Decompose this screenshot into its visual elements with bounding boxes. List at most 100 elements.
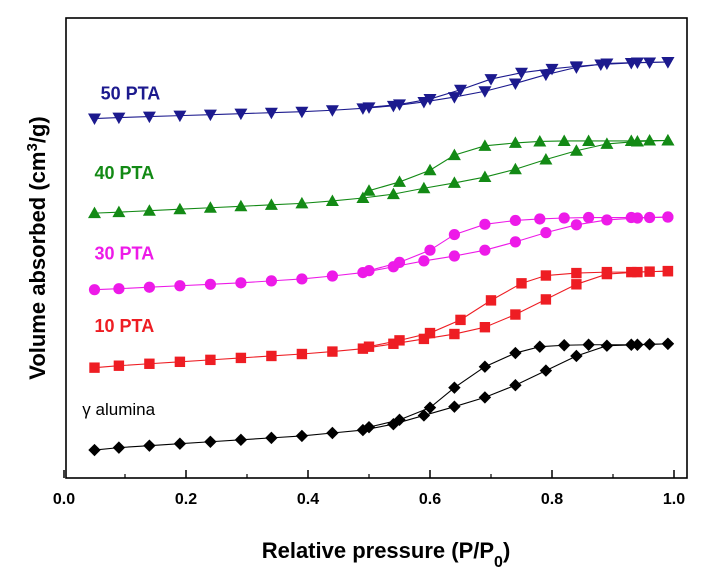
series-0-ads-point-4 — [204, 435, 217, 448]
series-2-ads-point-3 — [174, 280, 186, 292]
series-1-ads-point-18 — [632, 266, 643, 278]
series-2-des-point-11 — [363, 265, 375, 277]
series-2-ads-point-11 — [418, 255, 430, 267]
series-1-des-point-7 — [485, 295, 497, 306]
series-4-des-point-1 — [643, 57, 657, 69]
series-2-adsorption-line — [94, 216, 668, 291]
series-3-ads-point-8 — [325, 194, 339, 206]
series-4-ads-point-8 — [325, 105, 339, 117]
series-1-ads-point-7 — [296, 348, 308, 360]
series-3-ads-point-11 — [417, 181, 431, 194]
series-4-ads-point-12 — [447, 92, 461, 104]
series-1-des-point-2 — [626, 266, 637, 278]
series-0-ads-point-2 — [143, 439, 156, 452]
series-3-des-point-3 — [582, 134, 596, 146]
series-4-ads-point-1 — [112, 112, 126, 125]
series-2-des-point-8 — [448, 228, 460, 241]
series-1-ads-point-1 — [113, 360, 125, 371]
series-1-ads-point-2 — [144, 358, 155, 369]
series-1-ads-point-14 — [510, 309, 521, 320]
series-2-ads-point-7 — [296, 273, 308, 285]
series-1-des-point-11 — [363, 341, 375, 352]
series-0 — [88, 337, 675, 457]
series-4-ads-point-6 — [264, 107, 278, 120]
series-labels: γ alumina 10 PTA 30 PTA 40 PTA 50 PTA — [82, 84, 160, 419]
x-axis-title: Relative pressure (P/P0) — [262, 538, 511, 571]
series-0-des-point-3 — [582, 338, 595, 351]
series-0-ads-point-8 — [326, 426, 339, 440]
series-0-des-point-8 — [448, 381, 461, 394]
series-0-ads-point-15 — [539, 364, 553, 377]
series-3-des-point-1 — [643, 133, 657, 146]
series-4-ads-point-4 — [203, 109, 217, 122]
series-3-ads-point-5 — [234, 199, 248, 212]
series-1-ads-point-9 — [357, 343, 369, 354]
series-layer — [88, 57, 675, 457]
series-0-des-point-7 — [478, 360, 492, 373]
series-3-ads-point-3 — [173, 202, 187, 215]
series-4-des-point-2 — [624, 57, 638, 70]
series-3-des-point-10 — [393, 175, 406, 187]
series-4-des-point-5 — [545, 63, 559, 76]
series-3-desorption-line — [368, 139, 668, 192]
series-1-des-point-10 — [394, 335, 405, 346]
series-3-ads-point-12 — [447, 176, 461, 188]
series-2-ads-point-17 — [601, 214, 613, 226]
series-3-des-point-7 — [478, 139, 492, 151]
series-2-ads-point-16 — [570, 219, 583, 231]
series-1-ads-point-16 — [571, 279, 582, 290]
x-axis-ticks — [63, 470, 675, 478]
series-0-ads-point-3 — [173, 437, 187, 450]
series-1-ads-point-6 — [266, 350, 277, 362]
x-tick-label-4: 0.8 — [541, 491, 563, 508]
y-axis-title: Volume absorbed (cm3/g) — [24, 116, 51, 379]
series-4-des-point-4 — [569, 61, 583, 73]
series-0-ads-point-6 — [265, 431, 278, 445]
series-1 — [89, 265, 674, 373]
series-3-des-point-11 — [362, 184, 376, 196]
series-4-des-point-7 — [484, 74, 498, 86]
series-0-des-point-11 — [362, 420, 376, 434]
series-1-des-point-4 — [571, 267, 582, 279]
series-3-ads-point-2 — [142, 204, 156, 216]
series-3-adsorption-line — [94, 139, 668, 214]
series-2-des-point-4 — [558, 212, 570, 224]
series-2-des-point-2 — [625, 211, 637, 224]
x-tick-label-3: 0.6 — [419, 491, 441, 508]
series-0-des-point-4 — [558, 339, 571, 352]
series-2 — [88, 211, 674, 296]
series-2-des-point-9 — [424, 244, 436, 256]
series-0-des-point-2 — [625, 338, 638, 351]
series-2-des-point-5 — [534, 213, 546, 225]
series-2-ads-point-14 — [509, 236, 521, 248]
series-0-ads-point-5 — [234, 433, 248, 447]
series-1-ads-point-8 — [327, 346, 338, 357]
series-3-ads-point-16 — [569, 144, 583, 156]
series-3-ads-point-15 — [539, 153, 553, 165]
series-4-ads-point-15 — [539, 69, 553, 82]
series-4-des-point-11 — [362, 102, 376, 114]
series-1-des-point-8 — [455, 314, 466, 326]
series-4-ads-point-2 — [142, 111, 156, 124]
series-3-des-point-9 — [423, 163, 437, 176]
series-3-des-point-4 — [557, 134, 571, 146]
x-tick-label-0: 0.0 — [53, 491, 75, 508]
series-2-ads-point-8 — [326, 270, 338, 282]
series-3-ads-point-0 — [88, 206, 101, 219]
series-1-ads-point-10 — [388, 338, 399, 349]
series-0-des-point-1 — [643, 338, 656, 351]
series-2-des-point-6 — [509, 214, 521, 227]
series-4 — [88, 57, 675, 126]
series-4-ads-point-7 — [295, 106, 309, 119]
series-1-ads-point-13 — [479, 322, 491, 333]
series-3-ads-point-7 — [295, 196, 309, 209]
series-4-ads-point-13 — [478, 86, 492, 98]
series-label-0: γ alumina — [82, 400, 155, 419]
series-label-2: 30 PTA — [95, 243, 155, 263]
series-3-ads-point-1 — [112, 205, 126, 218]
series-2-des-point-3 — [583, 211, 595, 224]
series-label-1: 10 PTA — [95, 316, 155, 336]
series-4-adsorption-line — [94, 61, 668, 120]
series-2-des-point-0 — [662, 211, 674, 223]
x-tick-label-1: 0.2 — [175, 491, 197, 508]
